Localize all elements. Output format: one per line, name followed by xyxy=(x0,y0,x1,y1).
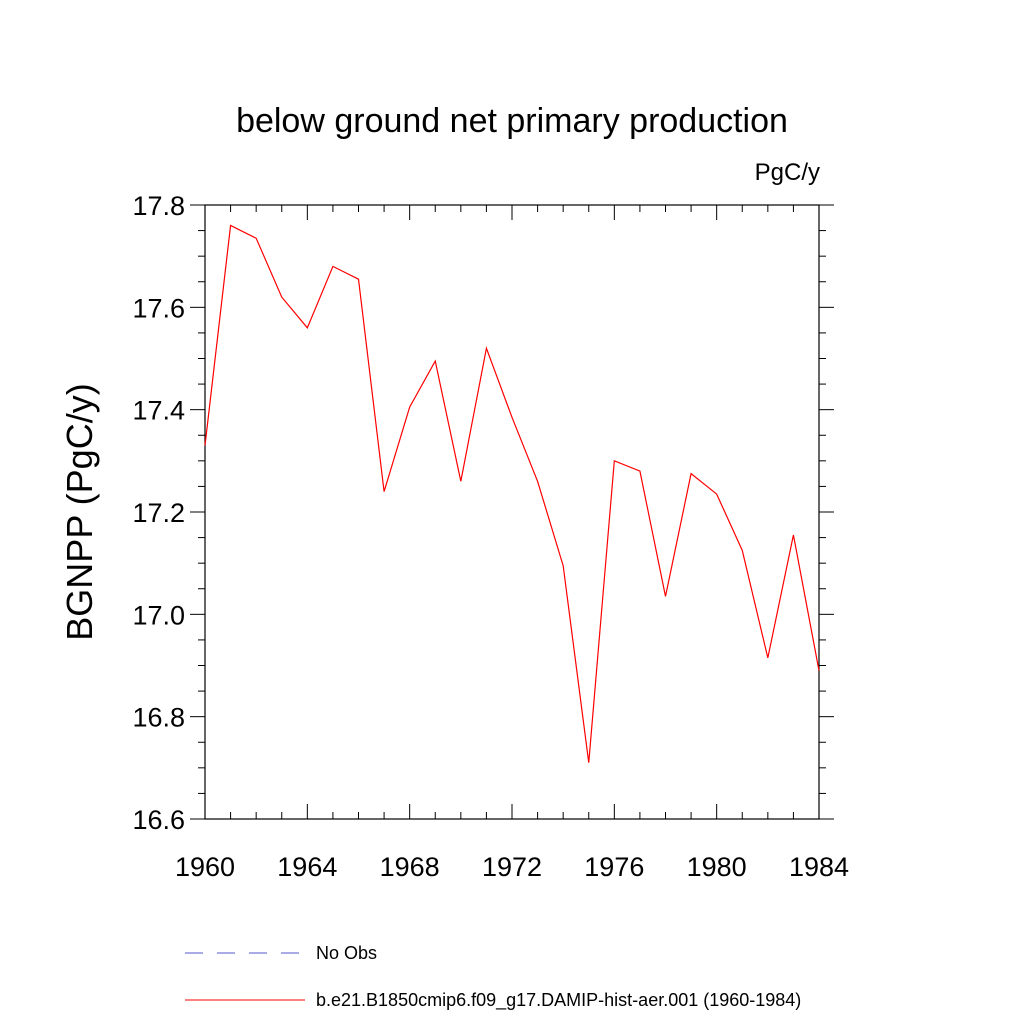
y-tick-label: 16.6 xyxy=(132,805,185,835)
x-tick-label: 1980 xyxy=(687,852,747,882)
axis-ticks xyxy=(190,204,834,820)
plot-frame xyxy=(204,204,820,820)
legend-label-no-obs: No Obs xyxy=(316,943,377,963)
y-axis-label: BGNPP (PgC/y) xyxy=(59,383,100,640)
legend-label-model: b.e21.B1850cmip6.f09_g17.DAMIP-hist-aer.… xyxy=(316,990,801,1011)
y-tick-label: 16.8 xyxy=(132,703,185,733)
tick-labels: 1960 1964 1968 1972 1976 1980 1984 16.6 16.8 17.0… xyxy=(132,191,849,882)
x-tick-label: 1976 xyxy=(584,852,644,882)
series-layer xyxy=(204,224,820,763)
units-label: PgC/y xyxy=(755,159,820,186)
x-tick-label: 1960 xyxy=(175,852,235,882)
y-tick-label: 17.8 xyxy=(132,191,185,221)
x-tick-label: 1964 xyxy=(277,852,337,882)
chart-title: below ground net primary production xyxy=(236,102,788,140)
plot-area: 1960 1964 1968 1972 1976 1980 1984 16.6 16.8 17.0… xyxy=(132,191,849,882)
series-line-1 xyxy=(204,224,820,763)
y-tick-label: 17.2 xyxy=(132,498,185,528)
y-tick-label: 17.0 xyxy=(132,600,185,630)
x-tick-label: 1968 xyxy=(380,852,440,882)
y-tick-label: 17.4 xyxy=(132,396,185,426)
x-tick-label: 1984 xyxy=(789,852,849,882)
y-tick-label: 17.6 xyxy=(132,293,185,323)
legend: No Obs b.e21.B1850cmip6.f09_g17.DAMIP-hi… xyxy=(185,943,801,1011)
x-tick-label: 1972 xyxy=(482,852,542,882)
